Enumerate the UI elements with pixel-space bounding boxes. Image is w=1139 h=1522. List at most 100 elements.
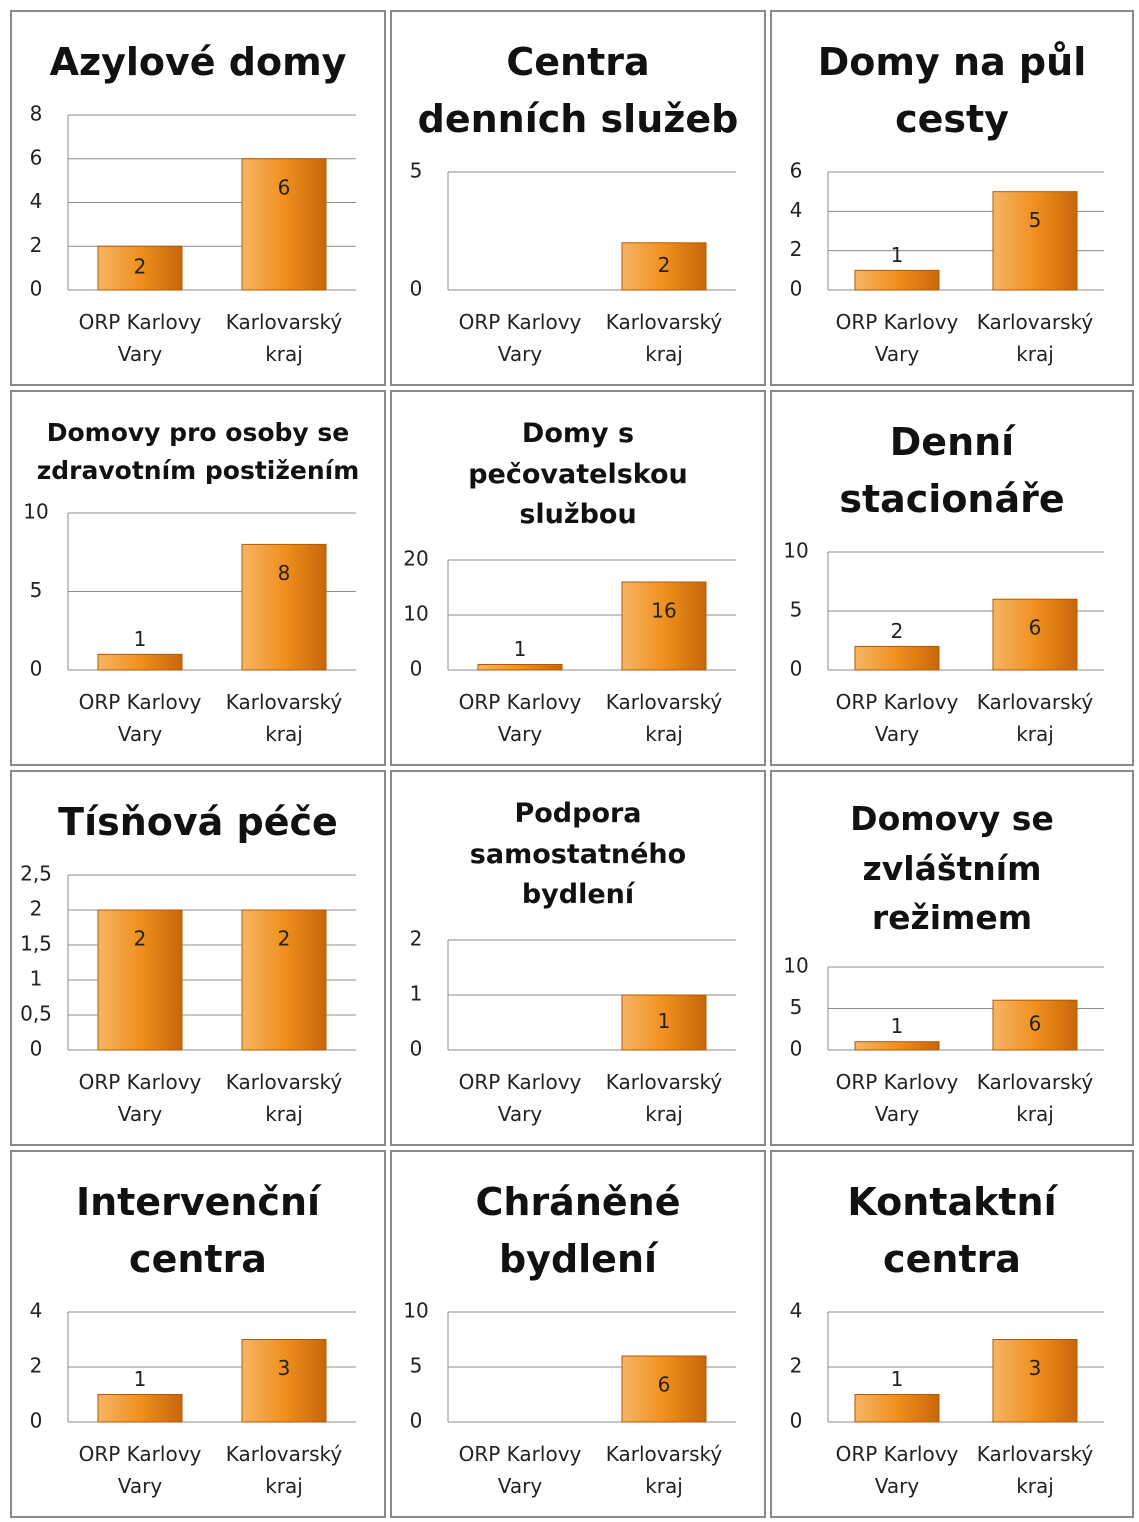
y-tick-label: 0,5 (20, 1002, 52, 1026)
bar (241, 1339, 327, 1423)
bar (854, 645, 940, 671)
data-label: 2 (891, 619, 904, 643)
data-label: 2 (278, 927, 291, 951)
y-tick-label: 0 (410, 657, 423, 681)
y-tick-label: 4 (790, 1299, 803, 1323)
y-tick-label: 2 (30, 897, 43, 921)
x-tick-label: ORP Karlovy Vary (835, 690, 959, 746)
x-tick-label: Karlovarský kraj (605, 310, 723, 366)
y-tick-label: 0 (30, 1409, 43, 1433)
chart-title: Domovy se zvláštním režimem (850, 799, 1054, 937)
data-label: 3 (278, 1356, 291, 1380)
y-tick-label: 0 (790, 1037, 803, 1061)
y-tick-label: 10 (23, 500, 48, 524)
y-tick-label: 20 (403, 547, 428, 571)
data-label: 1 (514, 637, 527, 661)
chart-cell: Tísňová péče 0 0,5 1 1,5 2 2,5 2 2 ORP Karlovy Va… (10, 770, 386, 1146)
data-label: 2 (658, 253, 671, 277)
y-tick-label: 2 (790, 1354, 803, 1378)
chart-cell: Centra denních služeb 0 5 2 ORP Karlovy Vary… (390, 10, 766, 386)
y-tick-label: 8 (30, 102, 43, 126)
y-tick-label: 4 (30, 189, 43, 213)
y-tick-label: 0 (790, 1409, 803, 1433)
data-label: 2 (134, 927, 147, 951)
chart-title: Azylové domy (49, 40, 347, 84)
x-tick-label: ORP Karlovy Vary (458, 310, 582, 366)
chart: 0 2 4 6 8 2 6 (30, 102, 356, 301)
x-tick-label: ORP Karlovy Vary (78, 690, 202, 746)
chart-cell: Domy na půl cesty 0 2 4 6 1 5 ORP Karlovy Vary K… (770, 10, 1134, 386)
y-tick-label: 0 (30, 657, 43, 681)
y-tick-label: 5 (30, 578, 43, 602)
bar (621, 1355, 707, 1423)
chart-title: Denní stacionáře (839, 420, 1065, 521)
chart-cell: Chráněné bydlení 0 5 10 6 ORP Karlovy Vary Kar… (390, 1150, 766, 1518)
chart: 0 2 4 1 3 (790, 1299, 1104, 1433)
chart-title: Chráněné bydlení (475, 1180, 681, 1281)
y-tick-label: 5 (410, 159, 423, 183)
y-tick-label: 0 (410, 277, 423, 301)
data-label: 3 (1029, 1356, 1042, 1380)
y-tick-label: 0 (790, 657, 803, 681)
x-tick-label: ORP Karlovy Vary (458, 690, 582, 746)
data-label: 1 (134, 1367, 147, 1391)
x-tick-label: ORP Karlovy Vary (78, 1442, 202, 1498)
y-tick-label: 4 (30, 1299, 43, 1323)
chart: 0 5 10 2 6 (783, 539, 1104, 681)
chart-cell: Denní stacionáře 0 5 10 2 6 ORP Karlovy Vary Ka… (770, 390, 1134, 766)
chart-title: Centra denních služeb (417, 40, 739, 141)
y-tick-label: 0 (410, 1037, 423, 1061)
y-tick-label: 2 (30, 233, 43, 257)
x-tick-label: ORP Karlovy Vary (835, 1070, 959, 1126)
chart-cell: Podpora samostatného bydlení 0 1 2 1 ORP Karl… (390, 770, 766, 1146)
y-tick-label: 5 (790, 995, 803, 1019)
chart-cell: Kontaktní centra 0 2 4 1 3 ORP Karlovy Vary Kar… (770, 1150, 1134, 1518)
y-tick-label: 10 (783, 539, 808, 563)
chart-title: Tísňová péče (58, 800, 338, 844)
data-label: 6 (658, 1373, 671, 1397)
bar (992, 1339, 1078, 1423)
y-tick-label: 10 (783, 954, 808, 978)
chart: 0 5 10 6 (403, 1299, 736, 1433)
data-label: 1 (134, 627, 147, 651)
chart: 0 2 4 1 3 (30, 1299, 356, 1433)
y-tick-label: 5 (790, 598, 803, 622)
chart-cell: Domovy pro osoby se zdravotním postižení… (10, 390, 386, 766)
data-label: 8 (278, 561, 291, 585)
data-label: 1 (891, 1014, 904, 1038)
data-label: 5 (1029, 208, 1042, 232)
bar (854, 1394, 940, 1423)
y-tick-label: 6 (790, 159, 803, 183)
bar (97, 653, 183, 671)
x-tick-label: Karlovarský kraj (976, 310, 1094, 366)
chart: 0 10 20 1 16 (403, 547, 736, 681)
chart-cell: Domovy se zvláštním režimem 0 5 10 1 6 ORP Kar… (770, 770, 1134, 1146)
y-tick-label: 5 (410, 1354, 423, 1378)
chart: 0 0,5 1 1,5 2 2,5 2 2 (20, 862, 356, 1061)
data-label: 1 (658, 1009, 671, 1033)
y-tick-label: 10 (403, 1299, 428, 1323)
x-tick-label: Karlovarský kraj (225, 1442, 343, 1498)
bar (992, 999, 1078, 1051)
bar (621, 242, 707, 291)
chart-title: Podpora samostatného bydlení (469, 798, 687, 910)
chart-title: Domy na půl cesty (817, 40, 1087, 141)
chart-title: Domy s pečovatelskou službou (468, 418, 688, 530)
x-tick-label: Karlovarský kraj (225, 310, 343, 366)
data-label: 2 (134, 255, 147, 279)
y-tick-label: 0 (30, 1037, 43, 1061)
x-tick-label: Karlovarský kraj (605, 1442, 723, 1498)
y-tick-label: 6 (30, 145, 43, 169)
chart-grid: Azylové domy 0 2 4 6 8 2 6 ORP Karlovy Vary Karlo… (10, 10, 1134, 1518)
x-tick-label: Karlovarský kraj (225, 1070, 343, 1126)
bar (992, 191, 1078, 291)
data-label: 16 (651, 599, 676, 623)
y-tick-label: 2 (410, 927, 423, 951)
y-tick-label: 1,5 (20, 932, 52, 956)
y-tick-label: 1 (30, 967, 43, 991)
bar (241, 909, 327, 1051)
x-tick-label: ORP Karlovy Vary (835, 1442, 959, 1498)
bar (97, 245, 183, 291)
y-tick-label: 0 (410, 1409, 423, 1433)
chart: 0 1 2 1 (410, 927, 736, 1061)
